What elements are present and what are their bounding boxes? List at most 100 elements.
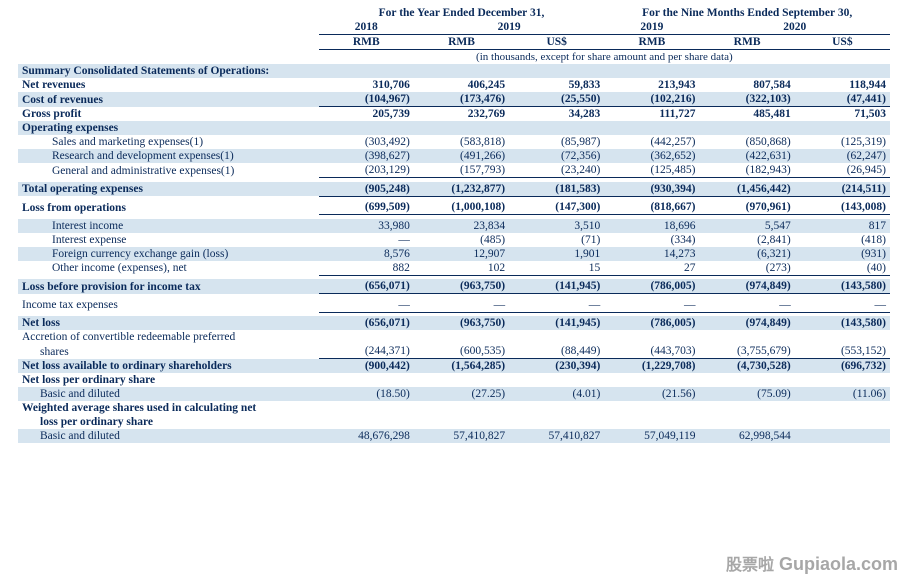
row-basic-diluted-eps: Basic and diluted (18.50) (27.25) (4.01)… (18, 387, 890, 401)
val (795, 429, 890, 443)
val: — (414, 298, 509, 313)
cur-5: RMB (734, 36, 761, 48)
val: (143,580) (795, 316, 890, 330)
val: (72,356) (509, 149, 604, 163)
val: — (319, 298, 414, 313)
row-interest-income: Interest income 33,980 23,834 3,510 18,6… (18, 219, 890, 233)
label-opex-hdr: Operating expenses (18, 121, 319, 135)
label-net-loss: Net loss (18, 316, 319, 330)
val: 48,676,298 (319, 429, 414, 443)
val: (6,321) (700, 247, 795, 261)
row-loss-from-ops: Loss from operations (699,509) (1,000,10… (18, 200, 890, 215)
val: (1,232,877) (414, 182, 509, 197)
val: (125,319) (795, 135, 890, 149)
val: 14,273 (604, 247, 699, 261)
val: (303,492) (319, 135, 414, 149)
row-opex-header: Operating expenses (18, 121, 890, 135)
val: 57,410,827 (509, 429, 604, 443)
header-group-1: For the Year Ended December 31, (379, 7, 545, 19)
val: (26,945) (795, 163, 890, 178)
val: (656,071) (319, 316, 414, 330)
val: — (319, 233, 414, 247)
label-basic2: Basic and diluted (18, 429, 319, 443)
val: (974,849) (700, 316, 795, 330)
label-nlavail: Net loss available to ordinary sharehold… (18, 359, 319, 374)
val: 310,706 (319, 78, 414, 92)
header-row-group: For the Year Ended December 31, For the … (18, 6, 890, 20)
val: (143,008) (795, 200, 890, 215)
val: (141,945) (509, 316, 604, 330)
label-sm: Sales and marketing expenses(1) (18, 135, 319, 149)
cur-1: RMB (353, 36, 380, 48)
label-fx: Foreign currency exchange gain (loss) (18, 247, 319, 261)
val: (1,000,108) (414, 200, 509, 215)
val: (553,152) (795, 344, 890, 359)
row-income-tax: Income tax expenses — — — — — — (18, 298, 890, 313)
val: (418) (795, 233, 890, 247)
val: 12,907 (414, 247, 509, 261)
val: (181,583) (509, 182, 604, 197)
val: 807,584 (700, 78, 795, 92)
val: (11.06) (795, 387, 890, 401)
val: (157,793) (414, 163, 509, 178)
row-other-income: Other income (expenses), net 882 102 15 … (18, 261, 890, 276)
year-2019a: 2019 (498, 21, 521, 33)
val: (27.25) (414, 387, 509, 401)
val: 5,547 (700, 219, 795, 233)
label-accretion2: shares (18, 344, 319, 359)
header-row-years: 2018 2019 2019 2020 (18, 20, 890, 35)
val: 3,510 (509, 219, 604, 233)
header-row-currency: RMB RMB US$ RMB RMB US$ (18, 35, 890, 50)
row-net-loss: Net loss (656,071) (963,750) (141,945) (… (18, 316, 890, 330)
header-footnote: (in thousands, except for share amount a… (476, 51, 733, 63)
val: (182,943) (700, 163, 795, 178)
label-rd: Research and development expenses(1) (18, 149, 319, 163)
label-loss-ops: Loss from operations (18, 200, 319, 215)
val: (203,129) (319, 163, 414, 178)
header-group-2: For the Nine Months Ended September 30, (642, 7, 852, 19)
label-int-exp: Interest expense (18, 233, 319, 247)
val: (422,631) (700, 149, 795, 163)
val: (3,755,679) (700, 344, 795, 359)
row-interest-expense: Interest expense — (485) (71) (334) (2,8… (18, 233, 890, 247)
label-total-opex: Total operating expenses (18, 182, 319, 197)
val: 33,980 (319, 219, 414, 233)
label-wavg1: Weighted average shares used in calculat… (18, 401, 319, 415)
year-2019b: 2019 (640, 21, 663, 33)
val: 18,696 (604, 219, 699, 233)
val: — (700, 298, 795, 313)
val: (71) (509, 233, 604, 247)
val: (2,841) (700, 233, 795, 247)
label-wavg2: loss per ordinary share (18, 415, 319, 429)
val: (696,732) (795, 359, 890, 374)
val: 23,834 (414, 219, 509, 233)
val: (214,511) (795, 182, 890, 197)
label-loss-pretax: Loss before provision for income tax (18, 279, 319, 294)
val: (600,535) (414, 344, 509, 359)
row-gross-profit: Gross profit 205,739 232,769 34,283 111,… (18, 107, 890, 122)
val: — (795, 298, 890, 313)
val: (23,240) (509, 163, 604, 178)
val: (443,703) (604, 344, 699, 359)
val: (930,394) (604, 182, 699, 197)
val: (322,103) (700, 92, 795, 107)
val: (1,229,708) (604, 359, 699, 374)
val: (25,550) (509, 92, 604, 107)
val: (1,456,442) (700, 182, 795, 197)
val: (963,750) (414, 316, 509, 330)
label-net-rev: Net revenues (18, 78, 319, 92)
val: (62,247) (795, 149, 890, 163)
financial-table: For the Year Ended December 31, For the … (18, 6, 890, 443)
label-cost-rev: Cost of revenues (18, 92, 319, 107)
val: (786,005) (604, 279, 699, 294)
label-accretion1: Accretion of convertible redeemable pref… (18, 330, 319, 344)
val: 34,283 (509, 107, 604, 122)
cur-3: US$ (546, 36, 566, 48)
val: (786,005) (604, 316, 699, 330)
val: (1,564,285) (414, 359, 509, 374)
val: (485) (414, 233, 509, 247)
val: (334) (604, 233, 699, 247)
val: 406,245 (414, 78, 509, 92)
val: (173,476) (414, 92, 509, 107)
val: 15 (509, 261, 604, 276)
